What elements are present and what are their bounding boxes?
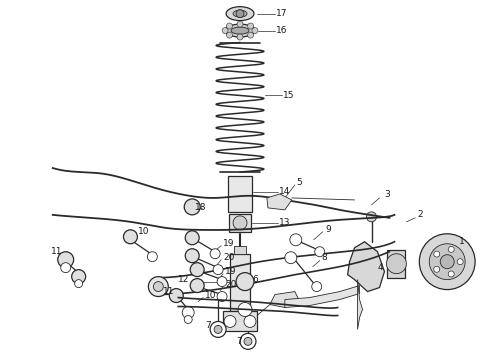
Circle shape: [434, 266, 440, 272]
Circle shape: [429, 244, 465, 280]
Circle shape: [236, 273, 254, 291]
Circle shape: [387, 254, 406, 274]
Circle shape: [237, 34, 243, 40]
Circle shape: [238, 302, 252, 316]
Bar: [234, 246, 246, 254]
Text: 11: 11: [51, 247, 62, 256]
Circle shape: [233, 216, 247, 230]
Text: 7: 7: [205, 321, 211, 330]
Circle shape: [247, 32, 253, 38]
Bar: [388, 250, 405, 278]
Circle shape: [236, 10, 244, 18]
Text: 3: 3: [385, 190, 390, 199]
Circle shape: [419, 234, 475, 289]
Circle shape: [312, 282, 322, 292]
Text: 19: 19: [223, 239, 235, 248]
Circle shape: [448, 246, 454, 252]
Text: 10: 10: [205, 291, 217, 300]
Circle shape: [58, 252, 74, 268]
Circle shape: [237, 21, 243, 27]
Circle shape: [123, 230, 137, 244]
Bar: [223, 311, 257, 332]
Circle shape: [448, 271, 454, 277]
Text: 12: 12: [178, 275, 190, 284]
Circle shape: [214, 325, 222, 333]
Circle shape: [184, 315, 192, 323]
Polygon shape: [347, 242, 385, 292]
Text: 20: 20: [225, 280, 237, 289]
Circle shape: [153, 282, 163, 292]
Text: 6: 6: [252, 275, 258, 284]
Circle shape: [440, 255, 454, 269]
Circle shape: [210, 249, 220, 259]
Bar: [230, 254, 250, 311]
Ellipse shape: [226, 7, 254, 21]
Circle shape: [285, 252, 297, 264]
Circle shape: [222, 28, 228, 33]
Circle shape: [184, 199, 200, 215]
Circle shape: [190, 279, 204, 293]
Circle shape: [457, 259, 463, 265]
Circle shape: [169, 289, 183, 302]
Bar: [229, 214, 251, 232]
Text: 17: 17: [276, 9, 287, 18]
Text: 11: 11: [163, 287, 175, 296]
Bar: [228, 176, 252, 212]
Text: 14: 14: [279, 188, 290, 197]
Circle shape: [72, 270, 86, 284]
Text: 18: 18: [195, 203, 207, 212]
Circle shape: [290, 234, 302, 246]
Circle shape: [148, 276, 168, 297]
Circle shape: [226, 32, 232, 38]
Circle shape: [210, 321, 226, 337]
Circle shape: [217, 292, 227, 302]
Circle shape: [185, 249, 199, 263]
Text: 1: 1: [459, 237, 465, 246]
Circle shape: [74, 280, 83, 288]
Polygon shape: [267, 194, 292, 210]
Text: 5: 5: [296, 179, 301, 188]
Polygon shape: [270, 292, 300, 307]
Circle shape: [224, 315, 236, 328]
Ellipse shape: [233, 10, 247, 17]
Text: 8: 8: [322, 253, 327, 262]
Polygon shape: [358, 280, 363, 329]
Circle shape: [147, 252, 157, 262]
Text: 15: 15: [283, 91, 294, 100]
Circle shape: [244, 315, 256, 328]
Circle shape: [315, 247, 325, 257]
Ellipse shape: [231, 27, 249, 34]
Text: 4: 4: [377, 263, 383, 272]
Circle shape: [61, 263, 71, 273]
Circle shape: [367, 212, 376, 222]
Circle shape: [213, 265, 223, 275]
Text: 16: 16: [276, 26, 287, 35]
Circle shape: [244, 337, 252, 345]
Text: 9: 9: [326, 225, 331, 234]
Circle shape: [190, 263, 204, 276]
Circle shape: [217, 276, 227, 287]
Circle shape: [247, 23, 253, 29]
Text: 13: 13: [279, 218, 291, 227]
Text: 10: 10: [138, 227, 150, 236]
Ellipse shape: [225, 24, 255, 37]
Circle shape: [182, 306, 194, 319]
Circle shape: [226, 23, 232, 29]
Circle shape: [240, 333, 256, 349]
Circle shape: [252, 28, 258, 33]
Text: 7: 7: [236, 337, 242, 346]
Circle shape: [185, 231, 199, 245]
Text: 19: 19: [225, 267, 237, 276]
Text: 2: 2: [417, 210, 423, 219]
Circle shape: [434, 251, 440, 257]
Text: 20: 20: [223, 253, 234, 262]
Polygon shape: [285, 285, 360, 307]
